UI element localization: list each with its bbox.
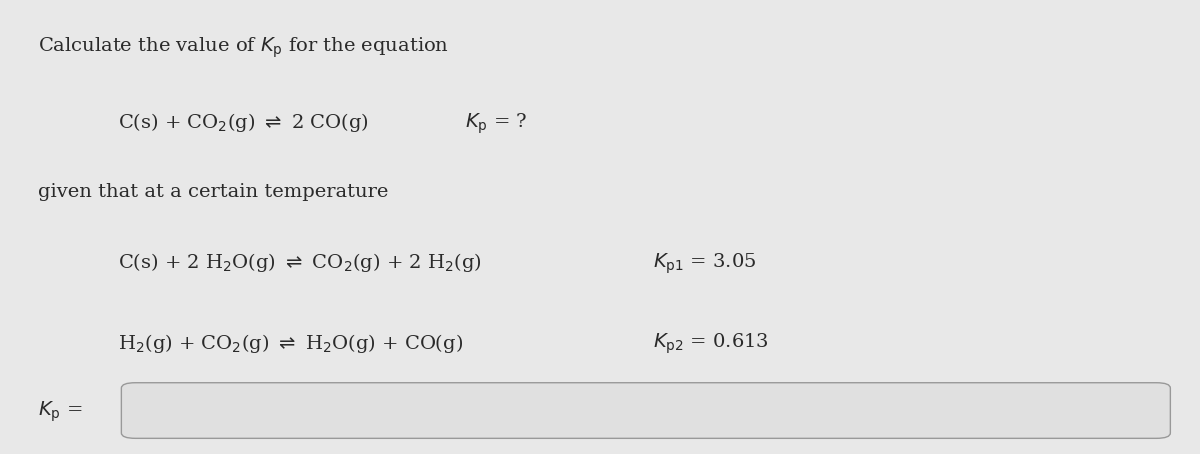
Text: C(s) + 2 H$_2$O(g) $\rightleftharpoons$ CO$_2$(g) + 2 H$_2$(g): C(s) + 2 H$_2$O(g) $\rightleftharpoons$ …: [118, 252, 481, 275]
FancyBboxPatch shape: [121, 383, 1170, 439]
Text: H$_2$(g) + CO$_2$(g) $\rightleftharpoons$ H$_2$O(g) + CO(g): H$_2$(g) + CO$_2$(g) $\rightleftharpoons…: [118, 331, 463, 355]
Text: $K_\mathrm{p2}$ = 0.613: $K_\mathrm{p2}$ = 0.613: [653, 331, 769, 356]
Text: $K_\mathrm{p}$ =: $K_\mathrm{p}$ =: [38, 400, 83, 424]
Text: given that at a certain temperature: given that at a certain temperature: [38, 183, 389, 201]
Text: C(s) + CO$_2$(g) $\rightleftharpoons$ 2 CO(g): C(s) + CO$_2$(g) $\rightleftharpoons$ 2 …: [118, 111, 368, 134]
Text: $K_\mathrm{p1}$ = 3.05: $K_\mathrm{p1}$ = 3.05: [653, 252, 756, 276]
Text: $K_\mathrm{p}$ = ?: $K_\mathrm{p}$ = ?: [464, 111, 527, 136]
Text: Calculate the value of $K_\mathrm{p}$ for the equation: Calculate the value of $K_\mathrm{p}$ fo…: [38, 36, 449, 60]
